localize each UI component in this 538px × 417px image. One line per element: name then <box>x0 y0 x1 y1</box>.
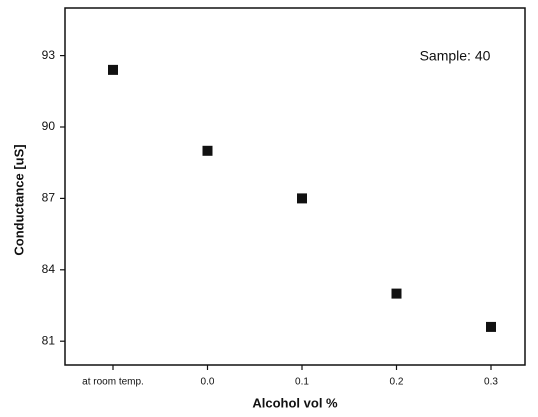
point <box>391 288 402 299</box>
point <box>486 321 496 332</box>
y-axis-label: Conductance [uS] <box>11 144 26 255</box>
x-tick-label: at room temp. <box>82 377 144 388</box>
y-tick-label: 87 <box>42 191 56 205</box>
x-tick-label: 0.1 <box>295 377 309 388</box>
y-tick-label: 93 <box>42 48 56 62</box>
point <box>297 193 307 204</box>
annotation: Sample: 40 <box>420 48 491 64</box>
x-tick-label: 0.2 <box>390 377 404 388</box>
point <box>108 64 118 75</box>
y-tick-label: 84 <box>42 262 56 276</box>
y-tick-label: 90 <box>42 119 56 133</box>
point <box>202 145 213 156</box>
y-tick-label: 81 <box>42 333 56 347</box>
x-axis-label: Alcohol vol % <box>252 395 338 410</box>
plot-frame <box>64 7 526 366</box>
x-tick-label: 0.0 <box>201 377 215 388</box>
x-tick-label: 0.3 <box>484 377 498 388</box>
